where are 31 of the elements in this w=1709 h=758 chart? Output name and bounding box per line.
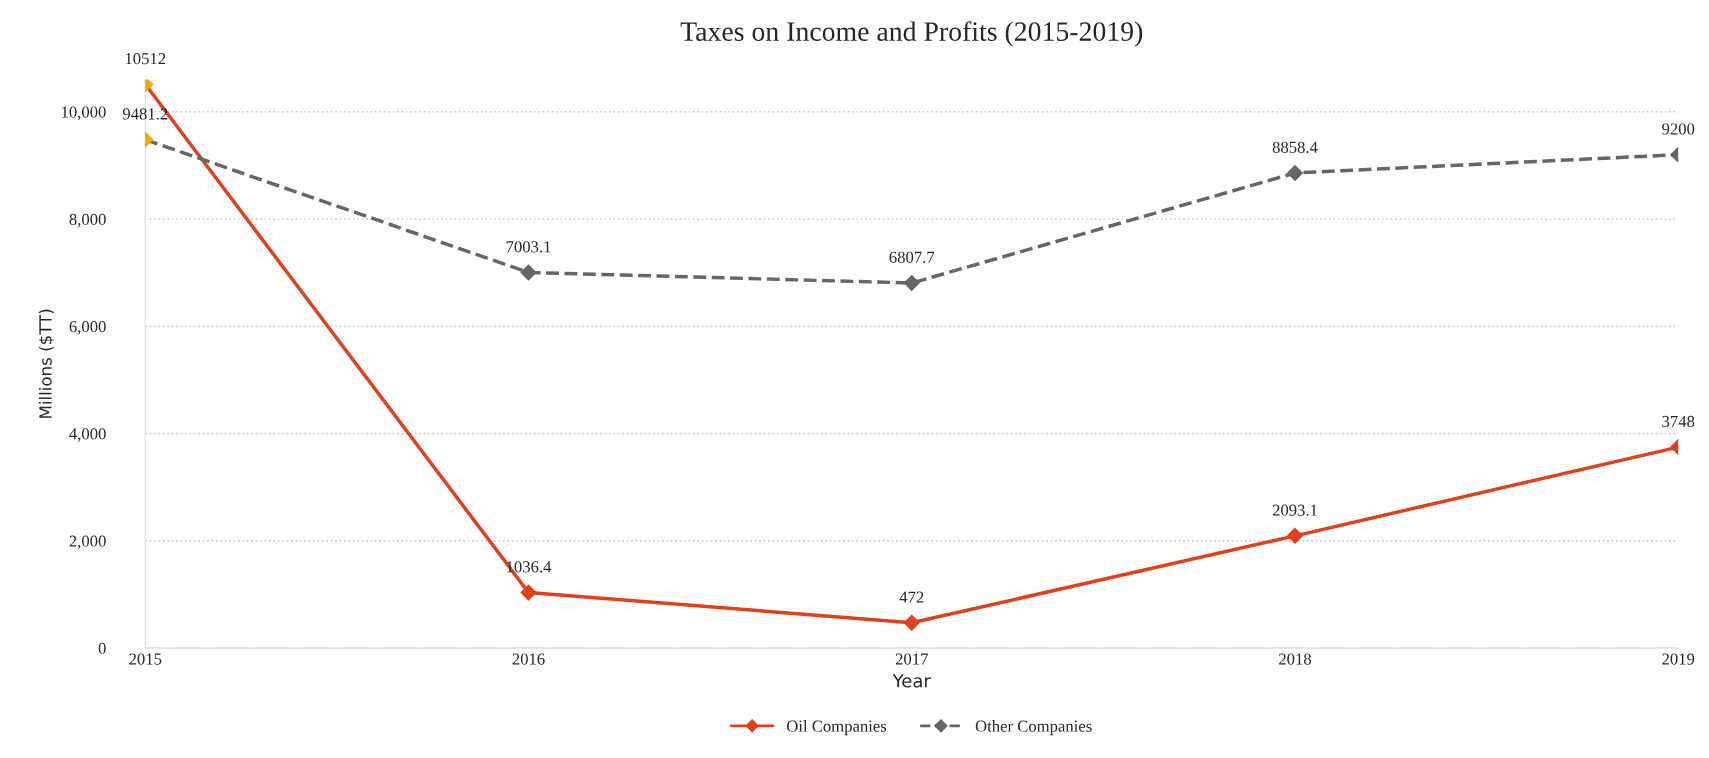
chart-title: Taxes on Income and Profits (2015-2019) xyxy=(680,21,1143,47)
data-label: 472 xyxy=(899,591,924,603)
data-label: 9200 xyxy=(1662,123,1695,135)
data-label: 9481.2 xyxy=(122,108,168,120)
x-tick-label: 2018 xyxy=(1279,653,1312,665)
y-tick-label: 8,000 xyxy=(69,213,106,228)
point xyxy=(520,584,537,601)
point xyxy=(903,274,920,292)
data-label: 7003.1 xyxy=(506,241,551,253)
y-axis-title: Millions ($TT) xyxy=(38,309,54,418)
point xyxy=(1286,527,1304,545)
y-tick-label: 4,000 xyxy=(69,428,106,442)
x-tick-label: 2015 xyxy=(129,653,162,665)
point xyxy=(520,264,537,281)
y-tick-label: 6,000 xyxy=(69,321,106,335)
data-label: 10512 xyxy=(125,53,166,65)
x-tick-label: 2016 xyxy=(512,653,545,665)
x-axis-title: Year xyxy=(892,674,931,688)
data-label: 2093.1 xyxy=(1272,504,1317,516)
data-label: 8858.4 xyxy=(1272,141,1318,154)
x-tick-label: 2019 xyxy=(1662,653,1695,665)
legend-label: Oil Companies xyxy=(786,720,887,736)
y-tick-label: 0 xyxy=(98,642,106,655)
y-tick-label: 2,000 xyxy=(69,535,106,550)
data-label: 3748 xyxy=(1662,415,1695,428)
legend-label: Other Companies xyxy=(975,720,1092,736)
data-label: 6807.7 xyxy=(889,251,935,263)
point xyxy=(1286,164,1304,182)
x-tick-label: 2017 xyxy=(895,653,928,665)
y-tick-label: 10,000 xyxy=(62,106,106,121)
point xyxy=(903,614,920,631)
